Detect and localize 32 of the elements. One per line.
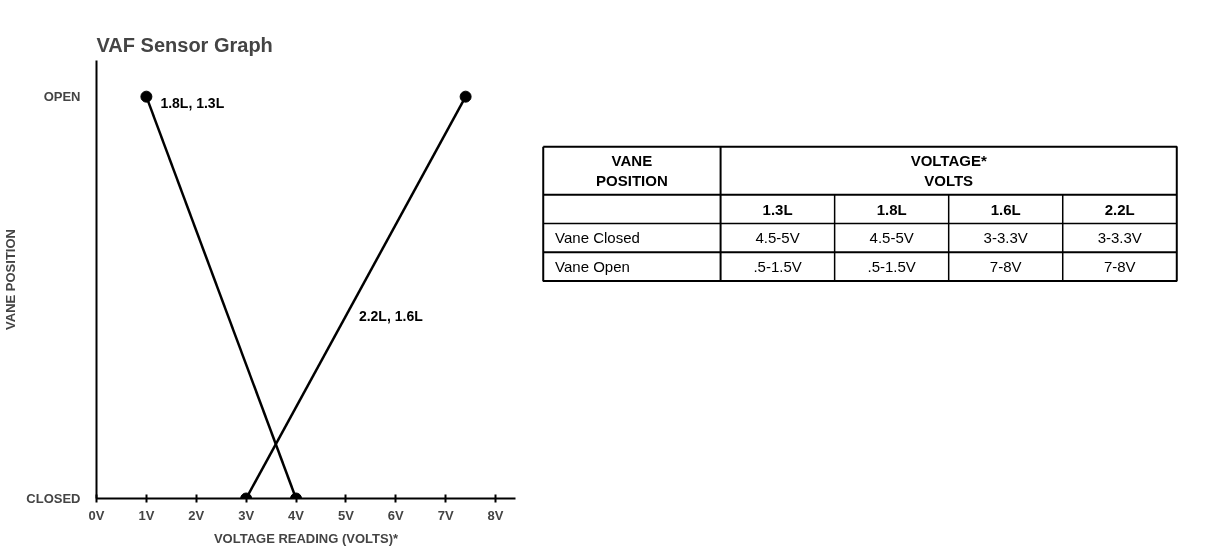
x-tick-label: 3V (238, 507, 255, 523)
category-label: 2.2L (1104, 200, 1135, 218)
text: 3-3.3V (1097, 229, 1142, 247)
category-label: Vane Closed (555, 229, 640, 247)
x-tick-label: 5V (337, 507, 355, 523)
text: 7-8V (1103, 258, 1136, 276)
x-tick-label: 8V (487, 507, 504, 523)
x-tick-label: 7V (437, 507, 454, 523)
text: 3-3.3V (983, 229, 1028, 247)
category-label: Vane Open (555, 258, 630, 276)
text: VOLTAGE* VOLTS (910, 152, 987, 190)
y-axis-title: VANE POSITION (3, 229, 19, 330)
category-label: 1.8L (876, 200, 907, 218)
x-tick-label: 2V (188, 507, 205, 523)
text: VANE POSITION (596, 152, 668, 190)
text: CLOSED (26, 491, 81, 506)
text: .5-1.5V (867, 258, 916, 276)
text: 7-8V (989, 258, 1022, 276)
text: 4.5-5V (869, 229, 914, 247)
x-tick-label: 6V (387, 507, 405, 523)
text: .5-1.5V (753, 258, 802, 276)
text: OPEN (43, 89, 81, 105)
x-tick-label: 4V (288, 507, 305, 523)
x-tick-label: 1V (138, 507, 155, 523)
series-label: 1.8L, 1.3L (160, 94, 225, 111)
category-label: 1.6L (990, 200, 1021, 218)
series-label: 2.2L, 1.6L (358, 307, 424, 324)
category-label: 1.3L (762, 200, 793, 218)
text: 4.5-5V (755, 229, 800, 247)
x-axis-title: VOLTAGE READING (VOLTS)* (213, 530, 400, 546)
chart-title: VAF Sensor Graph (96, 33, 273, 56)
x-tick-label: 0V (88, 507, 105, 523)
